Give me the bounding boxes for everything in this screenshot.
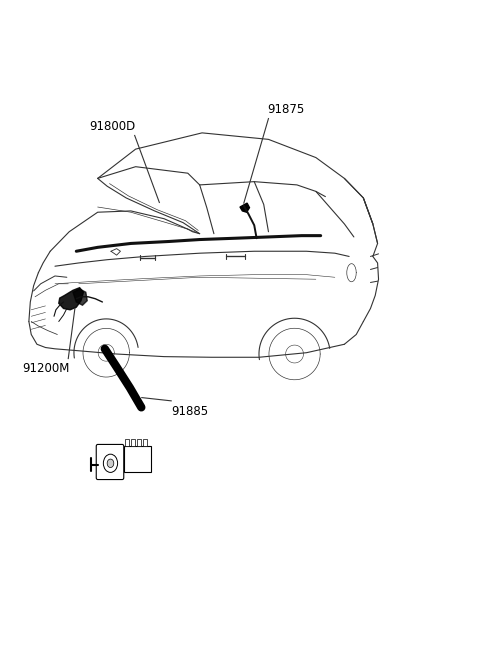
FancyBboxPatch shape [96,444,124,480]
Polygon shape [240,203,250,213]
Bar [125,439,129,446]
Bar [143,439,147,446]
Polygon shape [73,289,87,305]
Bar [131,439,135,446]
Bar [137,439,141,446]
Ellipse shape [107,459,114,468]
Polygon shape [59,288,84,310]
Text: 91200M: 91200M [23,362,70,375]
Bar [124,446,151,472]
Text: 91885: 91885 [172,405,209,418]
Text: 91800D: 91800D [89,120,135,133]
Text: 91875: 91875 [267,103,305,116]
Ellipse shape [103,454,118,472]
